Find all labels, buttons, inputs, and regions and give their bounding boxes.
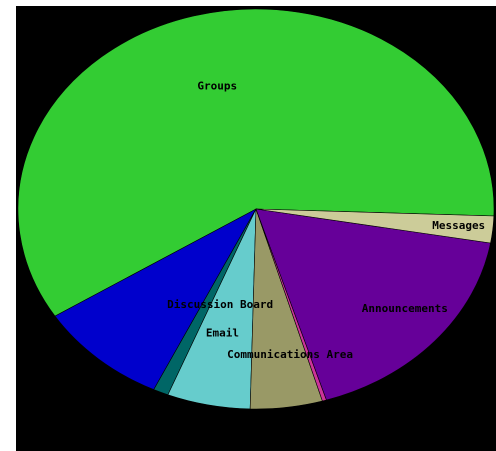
pie-labels: Groups Discussion Board Email Communication… bbox=[167, 79, 485, 361]
label-groups: Groups bbox=[197, 79, 237, 92]
pie-slice-discussion-board bbox=[54, 208, 257, 390]
label-announcements: Announcements bbox=[362, 302, 448, 315]
pie-slice-groups bbox=[17, 8, 495, 317]
pie-slice-announcements bbox=[255, 208, 491, 401]
pie-slices bbox=[17, 8, 495, 410]
pie-slice-messages bbox=[255, 208, 495, 244]
label-discussion-board: Discussion Board bbox=[167, 298, 273, 311]
label-messages: Messages bbox=[432, 219, 485, 232]
label-email: Email bbox=[206, 327, 239, 340]
label-communications-area: Communications Area bbox=[227, 348, 353, 361]
